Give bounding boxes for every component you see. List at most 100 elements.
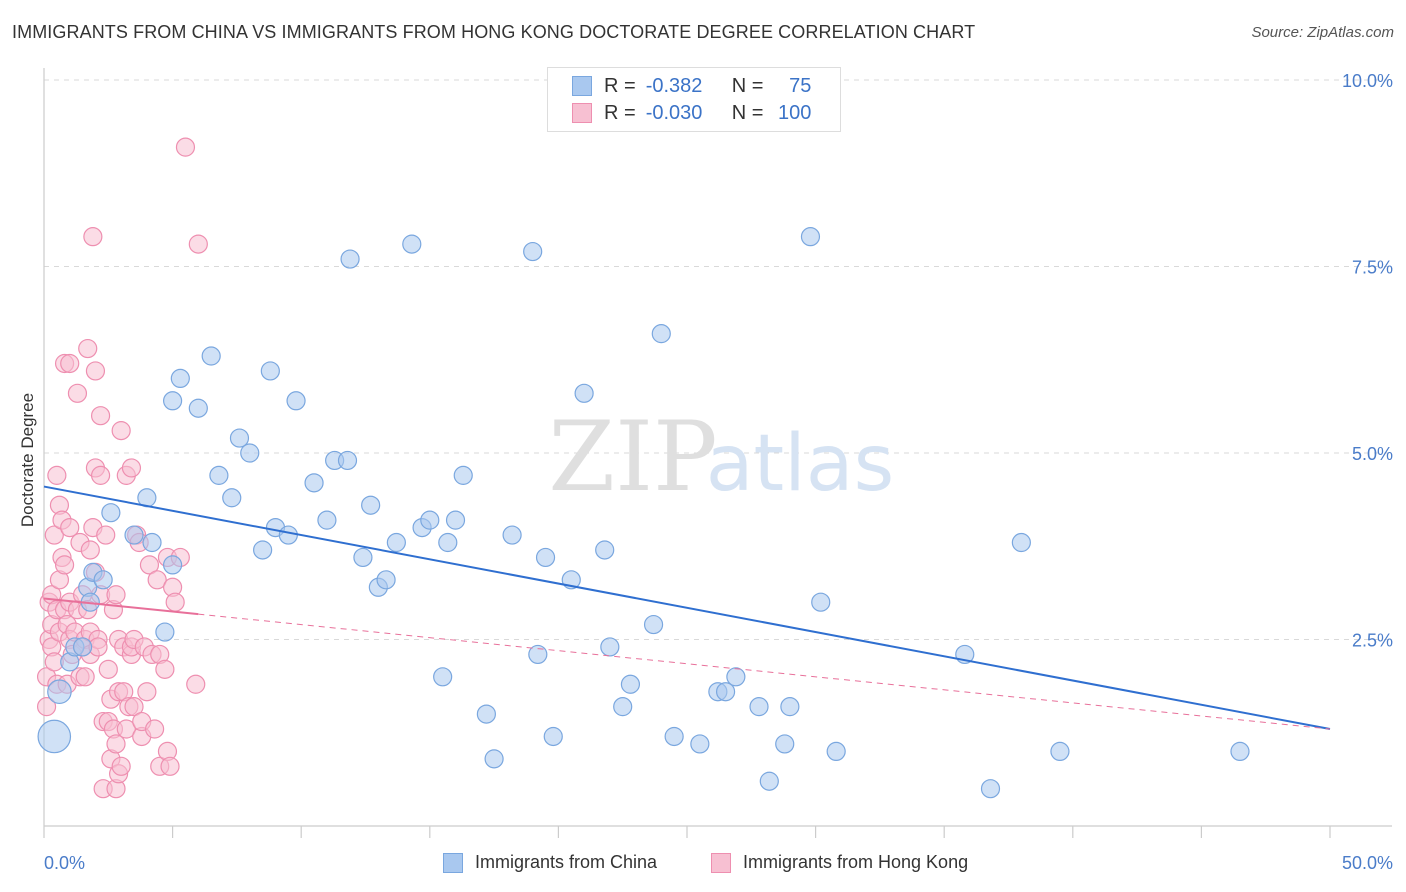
y-tick-label: 2.5% [1352, 631, 1393, 651]
hongkong-point [54, 555, 75, 575]
hongkong-point [160, 756, 180, 776]
china-point [523, 241, 543, 262]
hongkong-point [147, 570, 167, 590]
china-point [749, 697, 769, 717]
china-point [93, 570, 113, 590]
hongkong-legend-label: Immigrants from Hong Kong [743, 852, 969, 872]
hongkong-point [80, 540, 100, 560]
china-point [715, 682, 736, 702]
watermark-zip: ZIP [548, 401, 717, 513]
china-n-label: N = [731, 74, 764, 97]
china-point [484, 749, 504, 769]
china-point [201, 346, 221, 366]
china-point [574, 383, 594, 403]
china-point [800, 227, 821, 247]
bottom-legend-china: Immigrants from China [443, 852, 657, 873]
china-point [664, 726, 684, 747]
hongkong-n-value: 100 [778, 101, 812, 124]
china-point [445, 510, 466, 530]
china-point [595, 540, 615, 560]
legend-row-china: R = -0.382 N = 75 [572, 74, 811, 98]
hongkong-n-label: N = [731, 101, 764, 124]
china-point [209, 465, 229, 485]
china-point [304, 473, 324, 493]
china-point [433, 667, 453, 687]
china-point [811, 592, 831, 612]
chart-title: IMMIGRANTS FROM CHINA VS IMMIGRANTS FROM… [12, 22, 976, 42]
china-point [240, 443, 260, 463]
china-trend-line [43, 485, 1331, 731]
y-tick-label: 7.5% [1352, 258, 1393, 278]
hongkong-trend-line-solid [43, 597, 199, 616]
china-point [453, 465, 473, 485]
china-r-label: R = [604, 74, 636, 97]
hongkong-r-label: R = [604, 101, 636, 124]
china-point [386, 532, 406, 553]
x-tick-label-min: 0.0% [44, 853, 85, 873]
china-n-value: 75 [789, 74, 812, 97]
hongkong-point [75, 667, 95, 687]
china-point [759, 771, 779, 791]
china-point [286, 391, 306, 411]
china-point [980, 779, 1001, 799]
hongkong-point [85, 361, 106, 381]
hongkong-point [121, 458, 142, 478]
hongkong-point [111, 421, 131, 441]
china-point [726, 667, 746, 687]
china-point [690, 734, 710, 754]
china-point [353, 547, 373, 568]
hongkong-point [36, 697, 57, 717]
china-point [340, 249, 360, 269]
china-point [535, 547, 556, 568]
china-point [170, 368, 190, 388]
china-point [613, 697, 633, 717]
hongkong-point [124, 697, 144, 717]
china-point [780, 697, 800, 717]
hongkong-point [165, 592, 185, 612]
china-point [337, 450, 358, 471]
watermark-atlas: atlas [706, 419, 895, 509]
china-point [317, 510, 337, 530]
china-point [476, 704, 496, 724]
china-point [253, 540, 273, 560]
china-point [620, 674, 641, 694]
china-point [260, 361, 280, 381]
hongkong-point [90, 406, 111, 426]
correlation-legend: R = -0.382 N = 75 R = -0.030 N = 100 [547, 67, 841, 132]
hongkong-point [116, 719, 136, 739]
x-tick-label-max: 50.0% [1342, 853, 1393, 873]
china-point [1050, 741, 1070, 762]
hongkong-point [60, 517, 80, 538]
china-point [188, 398, 208, 418]
hongkong-point [186, 674, 206, 694]
china-r-value: -0.382 [645, 74, 703, 97]
y-tick-label: 5.0% [1352, 444, 1393, 464]
hongkong-point [98, 659, 118, 679]
hongkong-point [137, 682, 157, 702]
china-legend-swatch [443, 852, 463, 873]
source-label: Source: ZipAtlas.com [1251, 24, 1394, 41]
china-legend-label: Immigrants from China [475, 852, 658, 872]
hongkong-point [83, 227, 103, 247]
china-point [775, 734, 795, 754]
hongkong-point [144, 719, 165, 739]
hongkong-point [44, 525, 64, 545]
y-tick-label: 10.0% [1342, 71, 1393, 91]
china-point [163, 555, 183, 575]
hongkong-r-value: -0.030 [645, 101, 703, 124]
trend-lines [43, 485, 1331, 731]
china-point [643, 614, 664, 635]
china-point [600, 637, 620, 657]
hongkong-point [106, 734, 126, 754]
china-point [528, 644, 548, 665]
china-point [229, 428, 250, 448]
china-point [543, 726, 563, 747]
china-point [438, 532, 458, 553]
china-swatch [572, 76, 592, 96]
china-point [826, 741, 846, 762]
china-point [124, 525, 144, 545]
hongkong-point [106, 585, 126, 605]
china-point [142, 532, 162, 553]
china-point [376, 570, 396, 590]
hongkong-point [78, 338, 98, 359]
